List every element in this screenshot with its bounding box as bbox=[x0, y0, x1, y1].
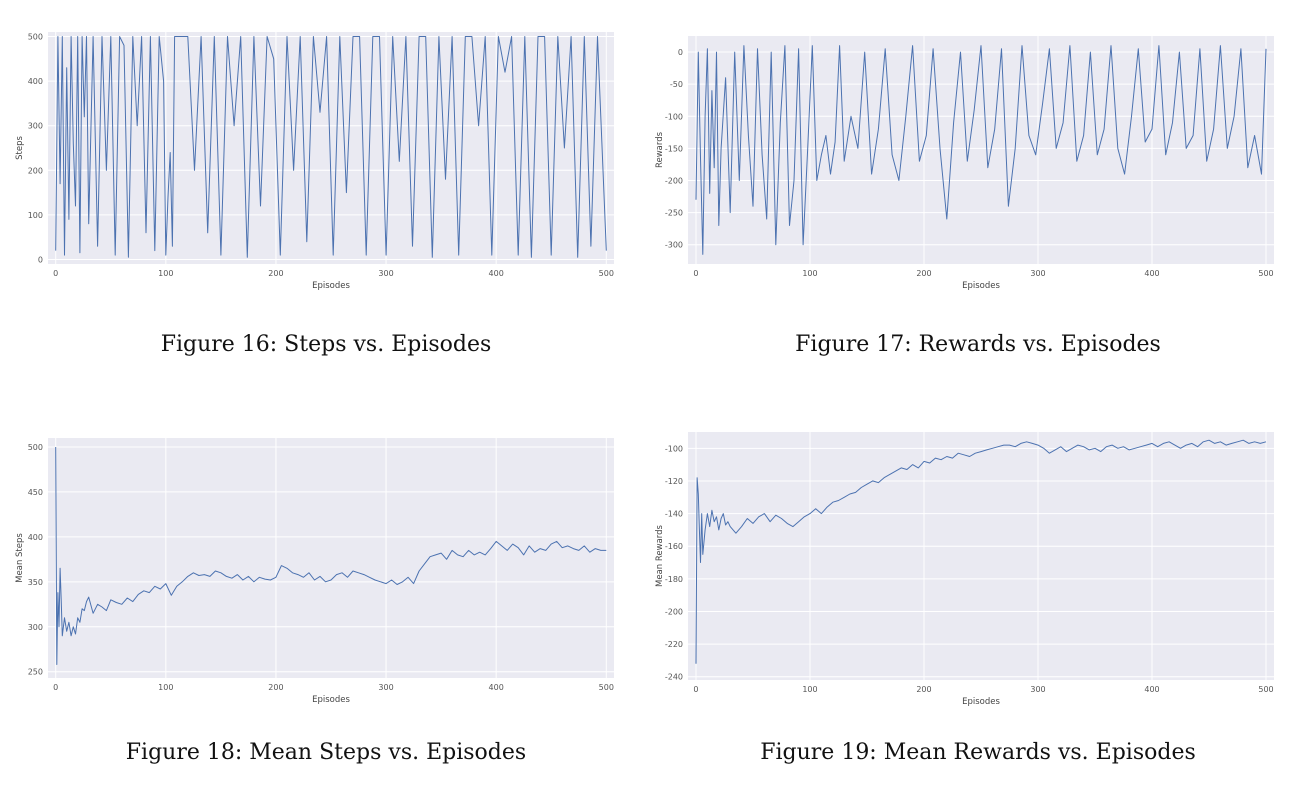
x-tick-label: 400 bbox=[489, 269, 504, 278]
x-axis-label: Episodes bbox=[962, 697, 1000, 707]
y-tick-label: -200 bbox=[665, 607, 683, 616]
mean-steps-chart-svg: 0 100 200 300 400 500 250 300 350 400 450 500 Episod… bbox=[15, 438, 614, 705]
plot-background bbox=[48, 32, 614, 264]
y-tick-label: 400 bbox=[28, 77, 43, 86]
x-tick-label: 200 bbox=[268, 269, 283, 278]
x-axis-label: Episodes bbox=[962, 281, 1000, 291]
y-tick-label: 300 bbox=[28, 623, 43, 632]
y-tick-label: 250 bbox=[28, 668, 43, 677]
x-axis-label: Episodes bbox=[312, 695, 350, 705]
y-tick-label: 500 bbox=[28, 443, 43, 452]
y-tick-label: 400 bbox=[28, 533, 43, 542]
x-tick-label: 200 bbox=[268, 683, 283, 692]
y-tick-label: -120 bbox=[665, 477, 683, 486]
mean-steps-vs-episodes-chart: 0 100 200 300 400 500 250 300 350 400 450 500 Episod… bbox=[12, 430, 627, 715]
y-tick-label: -150 bbox=[665, 144, 683, 153]
y-tick-label: -200 bbox=[665, 177, 683, 186]
x-tick-label: 200 bbox=[916, 269, 931, 278]
plot-background bbox=[48, 438, 614, 678]
y-tick-label: -50 bbox=[670, 80, 683, 89]
figure-18-caption: Figure 18: Mean Steps vs. Episodes bbox=[125, 740, 527, 765]
x-tick-label: 500 bbox=[599, 269, 614, 278]
x-tick-label: 500 bbox=[1258, 685, 1273, 694]
x-tick-label: 200 bbox=[916, 685, 931, 694]
y-axis-label: Steps bbox=[15, 136, 25, 160]
series-line bbox=[55, 36, 607, 258]
rewards-chart-svg: 0 100 200 300 400 500 0 -50 -100 -150 -200 -250 -300… bbox=[655, 36, 1274, 291]
figure-17-caption: Figure 17: Rewards vs. Episodes bbox=[795, 332, 1161, 357]
steps-vs-episodes-chart: 0 100 200 300 400 500 0 100 200 300 400 500 Episodes… bbox=[12, 28, 627, 303]
mean-rewards-vs-episodes-chart: 0 100 200 300 400 500 -100 -120 -140 -160 -180 -200… bbox=[652, 430, 1282, 715]
y-tick-label: -240 bbox=[665, 673, 683, 682]
series-line bbox=[695, 439, 1267, 664]
x-tick-label: 0 bbox=[693, 269, 698, 278]
y-axis-label: Mean Rewards bbox=[655, 524, 665, 587]
rewards-vs-episodes-chart: 0 100 200 300 400 500 0 -50 -100 -150 -200 -250 -300… bbox=[652, 28, 1282, 303]
x-tick-label: 500 bbox=[1258, 269, 1273, 278]
y-tick-label: -100 bbox=[665, 112, 683, 121]
x-axis-label: Episodes bbox=[312, 281, 350, 291]
plot-background bbox=[688, 432, 1274, 680]
y-tick-label: 0 bbox=[678, 48, 683, 57]
x-tick-label: 100 bbox=[158, 683, 173, 692]
x-tick-label: 400 bbox=[1144, 269, 1159, 278]
x-tick-label: 100 bbox=[802, 685, 817, 694]
y-tick-label: 100 bbox=[28, 211, 43, 220]
y-tick-label: -100 bbox=[665, 444, 683, 453]
x-tick-label: 300 bbox=[1030, 269, 1045, 278]
x-tick-label: 300 bbox=[378, 269, 393, 278]
figure-19-caption: Figure 19: Mean Rewards vs. Episodes bbox=[760, 740, 1196, 765]
y-axis-label: Mean Steps bbox=[15, 533, 25, 583]
y-tick-label: 300 bbox=[28, 122, 43, 131]
x-tick-label: 100 bbox=[158, 269, 173, 278]
x-tick-label: 400 bbox=[489, 683, 504, 692]
y-tick-label: -180 bbox=[665, 575, 683, 584]
mean-rewards-chart-svg: 0 100 200 300 400 500 -100 -120 -140 -160 -180 -200… bbox=[655, 432, 1274, 707]
figure-16-caption: Figure 16: Steps vs. Episodes bbox=[160, 332, 492, 357]
y-tick-label: 350 bbox=[28, 578, 43, 587]
y-tick-label: -250 bbox=[665, 209, 683, 218]
y-tick-label: -300 bbox=[665, 241, 683, 250]
y-tick-label: 200 bbox=[28, 166, 43, 175]
y-tick-label: -160 bbox=[665, 542, 683, 551]
series-line bbox=[695, 45, 1267, 255]
x-tick-label: 400 bbox=[1144, 685, 1159, 694]
x-tick-label: 300 bbox=[1030, 685, 1045, 694]
x-tick-label: 500 bbox=[599, 683, 614, 692]
x-tick-label: 300 bbox=[378, 683, 393, 692]
y-tick-label: -220 bbox=[665, 640, 683, 649]
x-tick-label: 100 bbox=[802, 269, 817, 278]
x-tick-label: 0 bbox=[53, 269, 58, 278]
y-axis-label: Rewards bbox=[655, 131, 665, 168]
y-tick-label: 450 bbox=[28, 488, 43, 497]
y-tick-label: -140 bbox=[665, 510, 683, 519]
series-line bbox=[55, 446, 607, 665]
y-tick-label: 500 bbox=[28, 32, 43, 41]
steps-chart-svg: 0 100 200 300 400 500 0 100 200 300 400 500 Episodes… bbox=[15, 32, 614, 291]
x-tick-label: 0 bbox=[53, 683, 58, 692]
x-tick-label: 0 bbox=[693, 685, 698, 694]
y-tick-label: 0 bbox=[38, 256, 43, 265]
